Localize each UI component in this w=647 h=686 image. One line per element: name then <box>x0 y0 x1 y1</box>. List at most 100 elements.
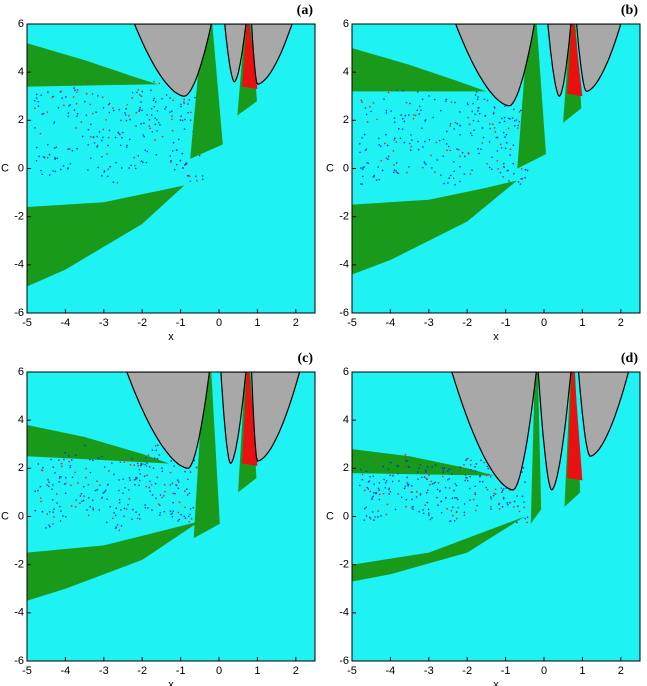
orbit-point <box>449 520 452 522</box>
orbit-point <box>45 527 47 529</box>
orbit-point <box>84 100 86 103</box>
orbit-point <box>135 476 137 479</box>
y-tick-label: 2 <box>18 114 24 126</box>
orbit-point <box>63 104 65 107</box>
x-tick-label: 2 <box>618 317 624 329</box>
orbit-point <box>76 147 78 150</box>
orbit-point <box>92 136 95 139</box>
orbit-point <box>35 159 38 162</box>
orbit-point <box>453 170 455 173</box>
orbit-point <box>425 491 428 494</box>
orbit-point <box>106 153 108 155</box>
orbit-point <box>483 461 486 464</box>
orbit-point <box>47 143 49 146</box>
orbit-point <box>189 513 192 516</box>
plot-area <box>352 24 640 313</box>
orbit-point <box>502 488 505 490</box>
orbit-point <box>467 153 470 155</box>
orbit-point <box>140 95 143 98</box>
orbit-point <box>189 119 192 121</box>
orbit-point <box>127 503 129 506</box>
orbit-point <box>125 146 128 148</box>
orbit-point <box>459 125 461 127</box>
orbit-point <box>406 476 408 479</box>
panel: -5 -4 -3 -2 -1 0 1 2 -6 -4 -2 0 2 4 6 x C (a) <box>1 3 316 343</box>
orbit-point <box>70 459 73 461</box>
orbit-point <box>499 171 502 174</box>
x-tick-label: -3 <box>99 317 109 329</box>
orbit-point <box>33 99 36 102</box>
orbit-point <box>446 130 448 133</box>
orbit-point <box>443 467 446 469</box>
forbidden-region <box>451 372 537 491</box>
orbit-point <box>87 497 90 499</box>
orbit-point <box>102 107 105 109</box>
orbit-point <box>459 466 461 468</box>
orbit-point <box>515 119 518 121</box>
orbit-point <box>120 167 123 169</box>
orbit-point <box>151 509 153 511</box>
orbit-point <box>130 164 132 167</box>
orbit-point <box>404 485 407 488</box>
orbit-point <box>472 498 475 501</box>
y-axis-label: C <box>326 510 334 522</box>
y-tick-label: 0 <box>18 510 24 522</box>
x-tick-label: 2 <box>293 665 299 677</box>
orbit-point <box>501 489 504 492</box>
y-tick-label: 6 <box>343 366 349 378</box>
orbit-point <box>385 513 388 516</box>
y-tick-label: -2 <box>339 211 349 223</box>
orbit-point <box>74 505 77 508</box>
orbit-point <box>485 486 488 489</box>
y-tick-label: 2 <box>18 462 24 474</box>
orbit-point <box>189 471 192 473</box>
orbit-point <box>523 501 525 503</box>
orbit-point <box>41 113 43 115</box>
orbit-point <box>519 109 522 112</box>
orbit-point <box>430 154 432 157</box>
orbit-point <box>359 151 361 154</box>
orbit-point <box>90 157 92 159</box>
orbit-point <box>41 510 44 513</box>
orbit-point <box>118 479 120 481</box>
orbit-point <box>403 141 406 144</box>
orbit-point <box>172 501 174 504</box>
forbidden-region <box>220 372 247 464</box>
orbit-point <box>131 97 134 99</box>
orbit-point <box>503 120 506 123</box>
orbit-point <box>172 99 174 102</box>
orbit-point <box>80 121 83 123</box>
orbit-point <box>87 514 90 517</box>
y-tick-label: -6 <box>14 307 24 319</box>
orbit-point <box>74 89 76 91</box>
orbit-point <box>60 476 62 478</box>
orbit-point <box>186 174 189 177</box>
orbit-point <box>497 168 499 170</box>
orbit-point <box>184 517 187 519</box>
orbit-point <box>502 176 504 178</box>
orbit-point <box>428 95 430 97</box>
orbit-point <box>101 455 103 458</box>
orbit-point <box>64 451 67 454</box>
orbit-point <box>46 111 49 114</box>
orbit-point <box>392 150 395 152</box>
orbit-point <box>397 472 399 475</box>
x-tick-label: 1 <box>254 665 260 677</box>
orbit-point <box>365 113 368 116</box>
orbit-point <box>198 154 201 157</box>
orbit-point <box>496 150 499 152</box>
orbit-point <box>161 496 163 499</box>
orbit-point <box>132 508 134 511</box>
orbit-point <box>392 171 395 174</box>
orbit-point <box>183 515 186 518</box>
orbit-point <box>139 106 142 109</box>
orbit-point <box>156 457 159 460</box>
orbit-point <box>140 463 143 466</box>
orbit-point <box>421 98 424 101</box>
orbit-point <box>496 159 498 162</box>
orbit-point <box>40 500 42 503</box>
orbit-point <box>142 161 144 164</box>
orbit-point <box>106 484 109 486</box>
orbit-point <box>366 486 369 489</box>
orbit-point <box>373 175 375 178</box>
